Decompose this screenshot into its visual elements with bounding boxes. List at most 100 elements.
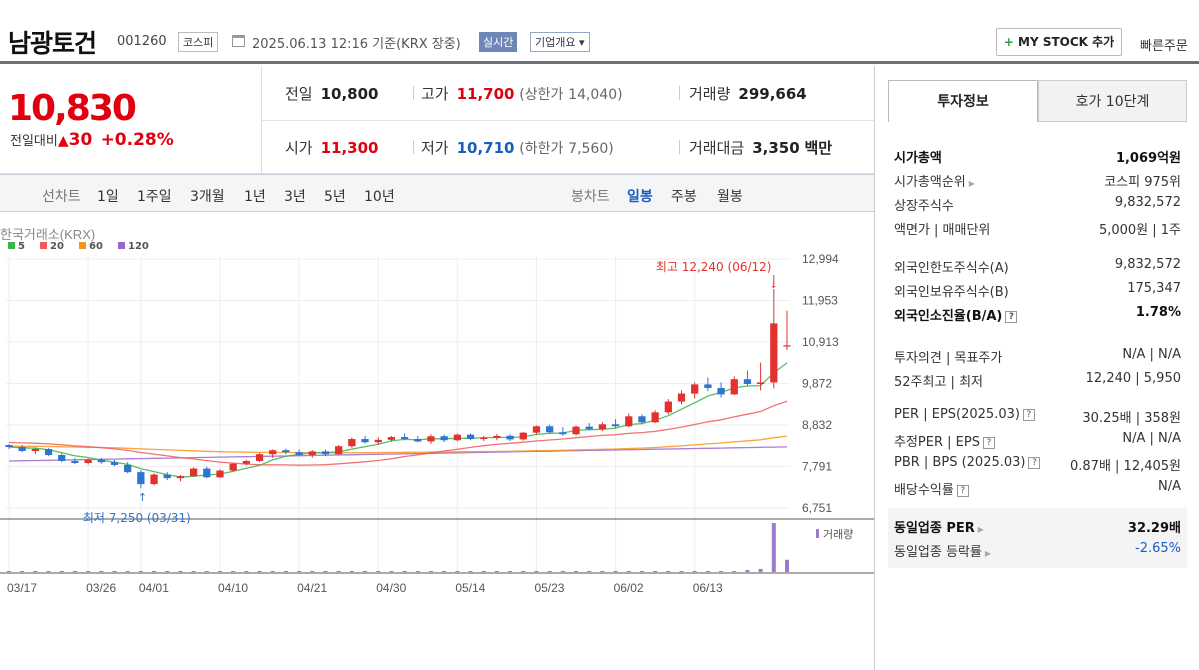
- volume-bar: [481, 570, 486, 572]
- arrow-right-icon[interactable]: ▶: [968, 179, 975, 188]
- price-chart[interactable]: 한국거래소(KRX) 5 20 60 120 12,994 11,953 10,913 9,87…: [0, 213, 874, 600]
- candlestick-chart: 한국거래소(KRX)5 20 60 120 12,994 11,953 10,913 9,87…: [0, 227, 874, 595]
- candle-body: [124, 464, 132, 473]
- info-row: 52주최고 | 최저 12,240 | 5,950: [894, 368, 1181, 392]
- period-3y[interactable]: 3년: [284, 189, 306, 205]
- volume-bar: [33, 570, 38, 572]
- period-5y[interactable]: 5년: [324, 189, 346, 205]
- ma-legend-label: 120: [128, 241, 149, 252]
- info-value: N/A | N/A: [1122, 431, 1181, 446]
- candle-body: [176, 476, 185, 479]
- help-icon[interactable]: ?: [956, 484, 969, 497]
- period-10y[interactable]: 10년: [364, 189, 395, 205]
- info-value: -2.65%: [1135, 541, 1181, 556]
- help-icon[interactable]: ?: [982, 436, 995, 449]
- quick-order-link[interactable]: 빠른주문: [1140, 39, 1188, 54]
- volume-bar: [46, 570, 51, 572]
- volume-bar: [336, 570, 341, 572]
- arrow-right-icon[interactable]: ▶: [984, 549, 992, 558]
- info-row: 추정PER | EPS? N/A | N/A: [894, 428, 1181, 452]
- info-row: 상장주식수 9,832,572: [894, 192, 1181, 216]
- market-badge: 코스피: [178, 32, 219, 52]
- chart-source: 한국거래소(KRX): [0, 227, 95, 242]
- candle-weekly[interactable]: 주봉: [671, 189, 697, 205]
- candle-body: [361, 439, 369, 443]
- tab-investment-info[interactable]: 투자정보: [888, 80, 1038, 122]
- volume-bar: [745, 569, 750, 572]
- info-row: 외국인소진율(B/A)? 1.78%: [894, 302, 1181, 326]
- realtime-button[interactable]: 실시간: [479, 32, 518, 52]
- volume-bar: [270, 570, 275, 572]
- period-3m[interactable]: 3개월: [190, 189, 225, 205]
- candle-body: [704, 384, 712, 388]
- candle-monthly[interactable]: 월봉: [717, 189, 743, 205]
- x-tick-label: 04/21: [297, 581, 327, 595]
- candle-body: [242, 460, 250, 464]
- info-label: 시가총액: [894, 151, 942, 166]
- volume-bar: [59, 570, 64, 572]
- info-value: 175,347: [1127, 281, 1181, 296]
- candle-body: [611, 424, 620, 427]
- candle-body: [44, 449, 53, 455]
- ma-legend-label: 60: [89, 241, 103, 252]
- candle-body: [625, 416, 633, 427]
- period-1d[interactable]: 1일: [97, 189, 119, 205]
- help-icon[interactable]: ?: [1028, 456, 1041, 469]
- ma-legend-label: 5: [18, 241, 25, 252]
- info-label: PER | EPS(2025.03)?: [894, 407, 1035, 422]
- candle-body: [18, 447, 26, 452]
- period-1y[interactable]: 1년: [244, 189, 266, 205]
- candle-body: [269, 450, 277, 455]
- candle-body: [572, 426, 580, 435]
- x-tick-label: 04/10: [218, 581, 248, 595]
- x-tick-label: 04/30: [376, 581, 406, 595]
- add-my-stock-button[interactable]: + MY STOCK 추가: [996, 28, 1122, 56]
- volume-bar: [600, 570, 605, 572]
- info-group-g4: PER | EPS(2025.03)? 30.25배 | 358원 추정PER | …: [888, 398, 1187, 506]
- volume-bar: [138, 570, 143, 572]
- volume-bar: [705, 570, 710, 572]
- info-group-g2: 외국인한도주식수(A) 9,832,572 외국인보유주식수(B) 175,347 외국…: [888, 248, 1187, 332]
- volume-bar: [574, 570, 579, 572]
- volume-bar: [626, 570, 631, 572]
- chart-period-bar: 선차트 1일 1주일 3개월 1년 3년 5년 10년 봉차트 일봉 주봉 월봉: [0, 174, 874, 212]
- help-icon[interactable]: ?: [1005, 310, 1018, 323]
- y-tick-label: 6,751: [802, 501, 832, 515]
- candle-body: [598, 424, 607, 430]
- volume-bar: [415, 570, 420, 572]
- period-1w[interactable]: 1주일: [137, 189, 172, 205]
- volume-bar: [231, 570, 236, 572]
- info-row: 액면가 | 매매단위 5,000원 | 1주: [894, 216, 1181, 240]
- info-row: 동일업종 PER ▶ 32.29배: [894, 514, 1181, 538]
- ma-legend-swatch: [118, 242, 125, 249]
- info-row: 동일업종 등락률 ▶ -2.65%: [894, 538, 1181, 562]
- volume-bar: [204, 570, 209, 572]
- ma-line-5: [8, 362, 788, 478]
- ma-legend-swatch: [79, 242, 86, 249]
- info-value: 32.29배: [1127, 521, 1181, 536]
- candle-body: [664, 401, 672, 413]
- candle-daily[interactable]: 일봉: [627, 189, 653, 205]
- info-label: 동일업종 등락률 ▶: [894, 545, 992, 560]
- candle-body: [506, 435, 514, 440]
- y-tick-label: 9,872: [802, 377, 832, 391]
- volume-bar: [86, 570, 91, 572]
- volume-bar: [363, 570, 368, 572]
- trade-amount: 거래대금 3,350 백만: [689, 139, 833, 157]
- help-icon[interactable]: ?: [1022, 408, 1035, 421]
- volume-bar: [323, 570, 328, 572]
- y-tick-label: 7,791: [802, 460, 832, 474]
- company-overview-dropdown[interactable]: 기업개요 ▾: [530, 32, 590, 52]
- open-price: 시가 11,300: [285, 139, 379, 157]
- candle-body: [163, 474, 171, 479]
- arrow-right-icon[interactable]: ▶: [977, 525, 984, 534]
- info-value: N/A: [1158, 479, 1181, 494]
- high-arrow-head: ↓: [770, 281, 778, 291]
- stock-name: 남광토건: [8, 29, 97, 58]
- info-row: 시가총액 1,069억원: [894, 144, 1181, 168]
- tab-order-book[interactable]: 호가 10단계: [1038, 80, 1187, 122]
- candle-body: [480, 437, 488, 440]
- candle-body: [387, 437, 396, 440]
- candle-body: [216, 470, 224, 478]
- volume-bar: [758, 568, 763, 572]
